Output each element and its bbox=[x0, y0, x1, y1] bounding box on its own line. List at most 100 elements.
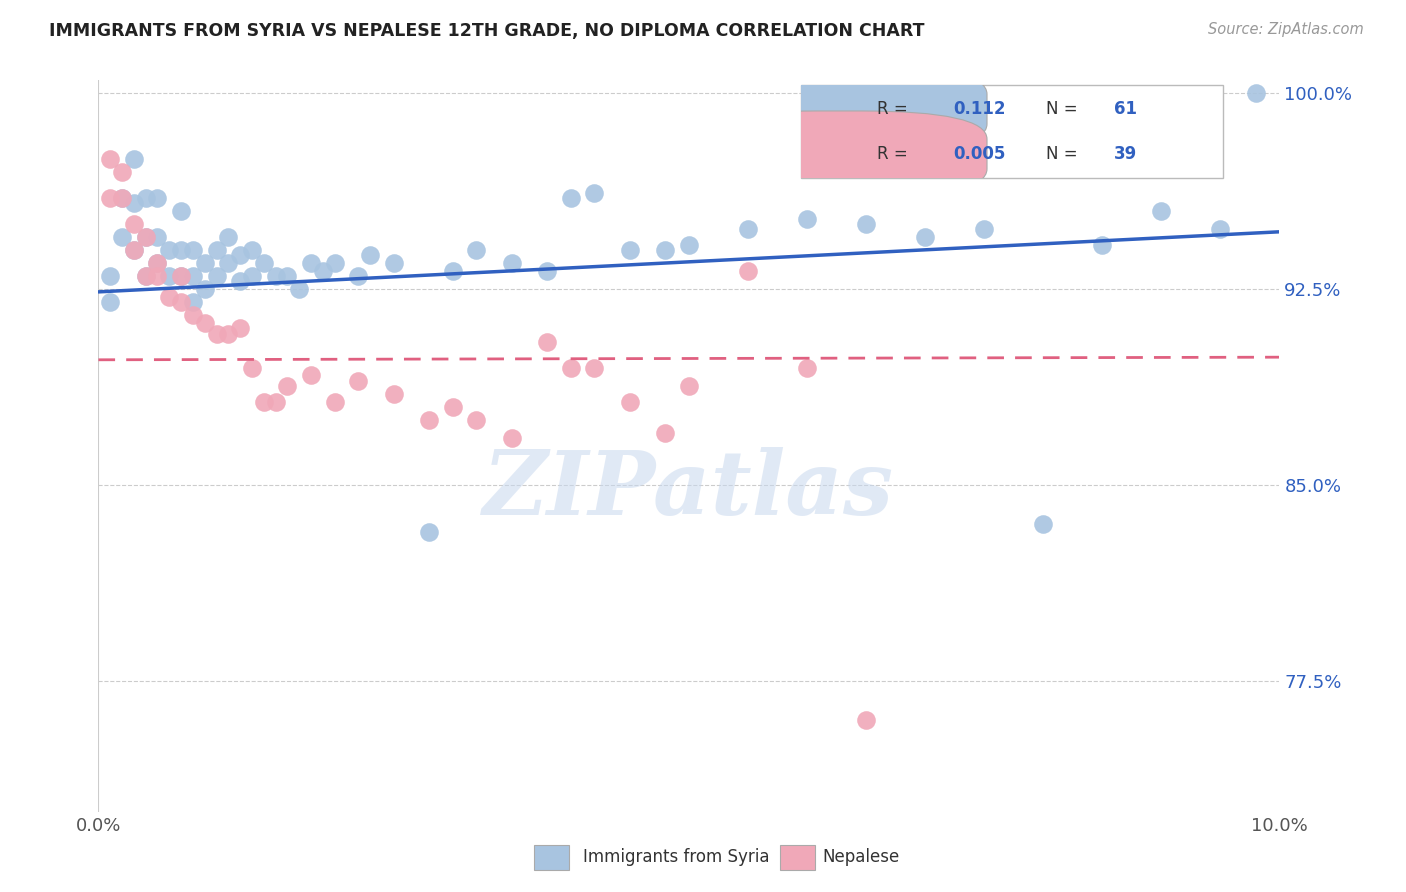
Point bbox=[205, 269, 228, 284]
Point bbox=[855, 714, 877, 728]
Point bbox=[111, 230, 134, 244]
Point bbox=[122, 196, 145, 211]
Point bbox=[122, 152, 145, 166]
Point bbox=[583, 360, 606, 375]
Point bbox=[973, 222, 995, 236]
Point bbox=[323, 394, 346, 409]
Point bbox=[560, 191, 582, 205]
Point bbox=[323, 256, 346, 270]
Point bbox=[229, 321, 252, 335]
Text: Nepalese: Nepalese bbox=[823, 848, 900, 866]
Point bbox=[654, 425, 676, 440]
Text: 61: 61 bbox=[1114, 100, 1136, 118]
Point bbox=[194, 316, 217, 330]
Point bbox=[288, 282, 311, 296]
Point bbox=[170, 203, 193, 218]
Point bbox=[264, 269, 287, 284]
Point bbox=[98, 191, 121, 205]
Point bbox=[181, 269, 204, 284]
Point bbox=[170, 243, 193, 257]
Point bbox=[737, 222, 759, 236]
Point bbox=[253, 256, 276, 270]
Point bbox=[678, 379, 700, 393]
Point bbox=[1032, 517, 1054, 532]
Point bbox=[205, 326, 228, 341]
Point bbox=[312, 264, 335, 278]
Point bbox=[98, 269, 121, 284]
Point bbox=[441, 400, 464, 414]
Point bbox=[157, 269, 180, 284]
FancyBboxPatch shape bbox=[692, 111, 987, 197]
Point bbox=[382, 256, 405, 270]
Text: 0.112: 0.112 bbox=[953, 100, 1005, 118]
Point bbox=[418, 413, 440, 427]
Point bbox=[276, 379, 298, 393]
Point bbox=[253, 394, 276, 409]
Point bbox=[170, 269, 193, 284]
Point bbox=[181, 309, 204, 323]
Point bbox=[146, 230, 169, 244]
Point bbox=[418, 525, 440, 540]
Text: 0.005: 0.005 bbox=[953, 145, 1005, 163]
Point bbox=[359, 248, 381, 262]
Point bbox=[264, 394, 287, 409]
Text: N =: N = bbox=[1046, 100, 1083, 118]
Point bbox=[135, 191, 157, 205]
Point bbox=[229, 248, 252, 262]
Point bbox=[441, 264, 464, 278]
Point bbox=[157, 243, 180, 257]
Point bbox=[111, 191, 134, 205]
Point bbox=[382, 386, 405, 401]
Text: ZIPatlas: ZIPatlas bbox=[484, 447, 894, 533]
Point bbox=[855, 217, 877, 231]
Point bbox=[583, 186, 606, 200]
FancyBboxPatch shape bbox=[780, 845, 815, 870]
Point bbox=[181, 295, 204, 310]
Point bbox=[619, 243, 641, 257]
Point bbox=[146, 256, 169, 270]
Point bbox=[135, 230, 157, 244]
Point bbox=[240, 360, 263, 375]
Point bbox=[501, 256, 523, 270]
Point bbox=[170, 295, 193, 310]
Point bbox=[111, 164, 134, 178]
Point bbox=[465, 243, 488, 257]
Text: IMMIGRANTS FROM SYRIA VS NEPALESE 12TH GRADE, NO DIPLOMA CORRELATION CHART: IMMIGRANTS FROM SYRIA VS NEPALESE 12TH G… bbox=[49, 22, 925, 40]
Point bbox=[122, 243, 145, 257]
Text: Immigrants from Syria: Immigrants from Syria bbox=[583, 848, 770, 866]
Point bbox=[135, 269, 157, 284]
Point bbox=[619, 394, 641, 409]
Point bbox=[347, 269, 370, 284]
Point bbox=[98, 295, 121, 310]
Text: R =: R = bbox=[877, 100, 914, 118]
Point bbox=[157, 290, 180, 304]
Text: R =: R = bbox=[877, 145, 914, 163]
Point bbox=[737, 264, 759, 278]
Point bbox=[217, 256, 239, 270]
Point bbox=[146, 256, 169, 270]
Point bbox=[501, 431, 523, 445]
Point bbox=[560, 360, 582, 375]
Point bbox=[217, 326, 239, 341]
Point bbox=[240, 243, 263, 257]
Point bbox=[122, 243, 145, 257]
Point bbox=[1209, 222, 1232, 236]
Text: Source: ZipAtlas.com: Source: ZipAtlas.com bbox=[1208, 22, 1364, 37]
Point bbox=[135, 269, 157, 284]
FancyBboxPatch shape bbox=[692, 66, 987, 153]
Point bbox=[135, 230, 157, 244]
Point bbox=[1091, 237, 1114, 252]
Point bbox=[1244, 87, 1267, 101]
Point bbox=[181, 243, 204, 257]
Point bbox=[98, 152, 121, 166]
Point bbox=[465, 413, 488, 427]
Point bbox=[299, 256, 322, 270]
Point bbox=[347, 374, 370, 388]
Point bbox=[536, 264, 558, 278]
Point bbox=[796, 211, 818, 226]
Point bbox=[299, 368, 322, 383]
FancyBboxPatch shape bbox=[801, 85, 1223, 178]
Point bbox=[678, 237, 700, 252]
Point bbox=[217, 230, 239, 244]
Point bbox=[276, 269, 298, 284]
